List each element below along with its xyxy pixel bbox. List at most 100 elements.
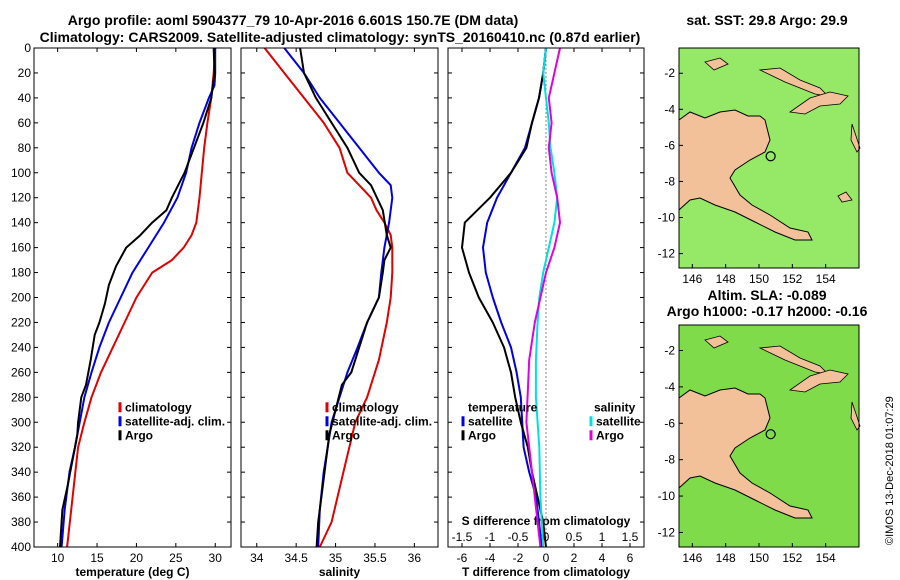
x-tick-label: 35 [329,551,343,565]
sst-map: sat. SST: 29.8 Argo: 29.9 146 148 150 152 15… [658,12,861,286]
top-x-tick-label: -0.5 [508,530,529,544]
series-line-argo [59,47,216,548]
y-tick-label: 320 [11,440,31,454]
map-x-tick-label: 150 [749,272,769,286]
sla-map-title-2: Argo h1000: -0.17 h2000: -0.16 [667,303,868,319]
y-tick-label: 260 [11,365,31,379]
x-tick-label: 2 [571,551,578,565]
argo-location-marker [765,151,776,162]
y-tick-label: 220 [11,315,31,329]
series-line-s-satellite [534,47,559,548]
sla-map-title-1: Altim. SLA: -0.089 [707,287,826,303]
y-tick-label: 40 [18,91,32,105]
top-x-axis-label: S difference from climatology [462,514,631,528]
y-tick-label: 280 [11,390,31,404]
title-line-1: Argo profile: aoml 5904377_79 10-Apr-201… [68,12,519,28]
x-tick-label: 0 [543,551,550,565]
map-y-tick-label: -4 [664,380,675,394]
legend-label: Argo [332,428,360,442]
difference-panel: -6 -4 -2 0 2 4 6T difference from climatology -… [447,47,645,579]
plot-area [34,48,231,547]
legend-heading-salinity: salinity [594,400,636,414]
x-axis-label: temperature (deg C) [75,565,189,579]
x-tick-label: 34 [250,551,264,565]
plot-frame [447,47,645,548]
sst-map-title: sat. SST: 29.8 Argo: 29.9 [686,12,848,28]
map-y-tick-label: -12 [658,525,676,539]
x-axis-label: T difference from climatology [462,565,630,579]
map-x-tick-label: 148 [716,272,736,286]
sst-map-frame [678,47,860,269]
series-line-s-argo [525,47,561,548]
sla-map: Altim. SLA: -0.089 Argo h1000: -0.17 h20… [658,287,868,565]
map-x-tick-label: 152 [782,551,802,565]
series-line-argo [299,47,392,548]
map-y-tick-label: -12 [658,247,676,261]
x-tick-label: 6 [627,551,634,565]
y-tick-label: 160 [11,241,31,255]
x-tick-label: -6 [457,551,468,565]
argo-location-marker [765,429,776,440]
top-x-tick-label: 1 [599,530,606,544]
plot-frame [240,47,439,548]
legend-heading-temperature: temperature [468,400,538,414]
y-tick-label: 400 [11,540,31,554]
top-x-tick-label: 0 [543,530,550,544]
map-y-tick-label: -2 [664,343,675,357]
plot-area [241,48,438,547]
y-tick-label: 380 [11,515,31,529]
y-tick-label: 340 [11,465,31,479]
sla-map-frame [678,324,860,548]
y-tick-label: 20 [18,66,32,80]
map-y-tick-label: -10 [658,489,676,503]
x-tick-label: 30 [209,551,223,565]
x-tick-label: 35.5 [363,551,387,565]
map-x-tick-label: 146 [682,272,702,286]
legend-label: climatology [125,400,192,414]
x-tick-label: 34.5 [284,551,308,565]
x-tick-label: 15 [90,551,104,565]
x-tick-label: 20 [130,551,144,565]
x-tick-label: 25 [169,551,183,565]
y-tick-label: 300 [11,415,31,429]
temperature-panel: 0 20 40 60 80 100 120 140 160 180 200 220 240 260 280 3… [11,41,232,579]
map-x-tick-label: 146 [682,551,702,565]
legend-label: climatology [332,400,399,414]
legend-label: Argo [468,428,496,442]
map-x-tick-label: 150 [749,551,769,565]
map-y-tick-label: -6 [664,138,675,152]
y-tick-label: 180 [11,266,31,280]
sla-map-land [678,335,861,519]
map-y-tick-label: -4 [664,102,675,116]
map-x-tick-label: 154 [816,551,836,565]
y-tick-label: 0 [24,41,31,55]
y-tick-label: 240 [11,340,31,354]
x-tick-label: 36 [408,551,422,565]
map-y-tick-label: -8 [664,174,675,188]
legend-label: satellite-adj. clim. [332,414,432,428]
plot-frame [33,47,232,548]
y-tick-label: 200 [11,291,31,305]
map-y-tick-label: -8 [664,453,675,467]
salinity-panel: 34 34.5 35 35.5 36 salinity climatologysatelli… [240,47,439,579]
y-tick-label: 60 [18,116,32,130]
sst-map-land [678,57,861,241]
legend-label: satellite [468,414,513,428]
legend-label: satellite-adj. clim. [125,414,225,428]
y-tick-label: 80 [18,141,32,155]
x-tick-label: -2 [513,551,524,565]
legend-label: Argo [596,428,624,442]
series-line-climatology [66,47,217,548]
y-tick-label: 120 [11,191,31,205]
y-tick-label: 100 [11,166,31,180]
y-tick-label: 360 [11,490,31,504]
series-line-climatology [263,47,394,548]
top-x-tick-label: 1.5 [622,530,639,544]
x-tick-label: 4 [599,551,606,565]
map-y-tick-label: -6 [664,416,675,430]
map-x-tick-label: 154 [816,272,836,286]
legend-label: satellite [596,414,641,428]
map-y-tick-label: -2 [664,66,675,80]
map-y-tick-label: -10 [658,211,676,225]
